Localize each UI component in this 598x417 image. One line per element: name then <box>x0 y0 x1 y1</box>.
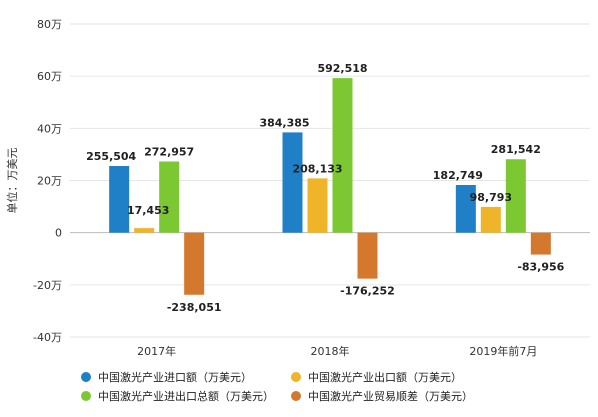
axes: -40万 -20万 0 20万 40万 60万 80万 2017年 2018年 2019年前7月 <box>33 18 537 358</box>
y-tick-label: 80万 <box>37 18 62 31</box>
data-label: 272,957 <box>144 145 194 158</box>
y-axis-label: 单位：万美元 <box>5 148 19 214</box>
legend-label: 中国激光产业进口额（万美元） <box>98 370 252 384</box>
x-tick-label: 2018年 <box>311 344 350 358</box>
data-label: 17,453 <box>127 204 169 217</box>
y-tick-label: -40万 <box>33 331 62 344</box>
legend-label: 中国激光产业出口额（万美元） <box>308 370 462 384</box>
legend: 中国激光产业进口额（万美元） 中国激光产业出口额（万美元） 中国激光产业进出口总额（… <box>81 370 473 403</box>
x-tick-label: 2017年 <box>137 344 176 358</box>
y-tick-label: 20万 <box>37 175 62 188</box>
data-label: 182,749 <box>433 169 483 182</box>
legend-marker <box>291 372 301 382</box>
bar <box>480 206 501 233</box>
data-label: 281,542 <box>491 143 541 156</box>
data-label: 592,518 <box>317 62 367 75</box>
y-tick-label: 40万 <box>37 122 62 135</box>
legend-marker <box>81 372 91 382</box>
bar <box>530 232 551 255</box>
x-tick-label: 2019年前7月 <box>469 344 537 358</box>
y-tick-label: 60万 <box>37 70 62 83</box>
y-tick-label: -20万 <box>33 279 62 292</box>
bar <box>159 161 180 233</box>
legend-marker <box>291 391 301 401</box>
bar <box>455 184 476 233</box>
bar <box>505 159 526 233</box>
bars <box>109 78 551 295</box>
data-label: -83,956 <box>517 261 564 274</box>
gridlines <box>70 23 590 338</box>
bar <box>184 232 205 295</box>
data-label: 208,133 <box>292 162 342 175</box>
data-label: 98,793 <box>470 191 512 204</box>
bar <box>332 78 353 233</box>
bar <box>109 166 130 233</box>
legend-label: 中国激光产业进出口总额（万美元） <box>98 389 274 403</box>
bar <box>307 178 328 233</box>
bar <box>282 132 303 233</box>
data-label: -238,051 <box>167 301 222 314</box>
bar <box>357 232 378 279</box>
data-label: 255,504 <box>86 150 136 163</box>
data-label: -176,252 <box>340 285 395 298</box>
legend-marker <box>81 391 91 401</box>
data-label: 384,385 <box>259 116 309 129</box>
bar <box>134 228 155 233</box>
legend-label: 中国激光产业贸易顺差（万美元） <box>308 389 473 403</box>
data-labels: 255,504 17,453 272,957 -238,051 384,385 208,1… <box>86 62 565 314</box>
y-tick-label: 0 <box>55 227 62 240</box>
